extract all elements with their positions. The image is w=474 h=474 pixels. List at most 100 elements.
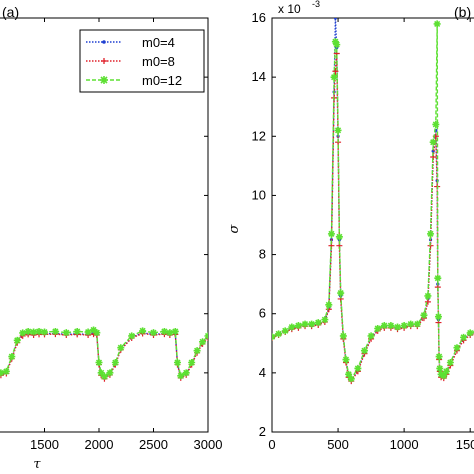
x-tick-label: 1500 — [30, 437, 59, 452]
data-point — [62, 329, 70, 337]
data-point — [97, 369, 105, 377]
data-point — [335, 233, 343, 241]
legend-label: m0=12 — [142, 73, 182, 88]
data-point — [437, 370, 445, 378]
data-point — [354, 364, 362, 372]
legend-box — [79, 29, 205, 93]
data-point — [188, 359, 196, 367]
data-point — [466, 329, 474, 337]
data-point — [331, 38, 339, 46]
data-point — [150, 329, 157, 337]
y-tick-label: 2 — [259, 424, 266, 439]
data-point — [460, 333, 468, 341]
y-tick-label: 10 — [252, 187, 266, 202]
data-point — [327, 230, 335, 238]
data-point — [330, 73, 338, 81]
legend-marker — [101, 58, 107, 64]
panel-label: (a) — [2, 4, 19, 20]
data-point — [427, 230, 435, 238]
series-line — [272, 53, 474, 383]
data-point — [95, 359, 103, 367]
data-point — [166, 329, 174, 337]
data-point — [446, 359, 454, 367]
x-tick-label: 3000 — [194, 437, 223, 452]
series-m0=12 — [272, 20, 474, 383]
data-point — [374, 325, 382, 332]
data-point — [434, 274, 442, 282]
data-point — [321, 316, 329, 324]
data-point — [367, 332, 375, 340]
data-point — [413, 320, 421, 328]
data-point — [436, 364, 444, 372]
data-point — [117, 344, 125, 352]
series-m0=4 — [0, 331, 208, 380]
data-point — [294, 322, 302, 330]
data-point — [380, 322, 388, 330]
data-point — [325, 301, 333, 309]
data-point — [272, 333, 276, 341]
y-tick-label: 12 — [252, 128, 266, 143]
series-m0=12 — [0, 326, 208, 380]
data-point — [347, 375, 355, 383]
data-point — [73, 327, 81, 335]
legend-item: m0=4 — [86, 35, 175, 50]
data-point — [199, 338, 207, 346]
data-point — [8, 353, 16, 361]
y-axis-label: σ — [227, 223, 242, 233]
data-point — [128, 332, 136, 340]
data-point — [424, 292, 432, 300]
data-point — [139, 327, 147, 335]
data-point — [173, 359, 181, 367]
axis-multiplier-exponent: -3 — [312, 0, 320, 9]
data-point — [193, 347, 201, 355]
data-point — [420, 311, 428, 319]
data-point — [171, 327, 179, 335]
data-point — [424, 298, 431, 305]
legend-marker — [100, 76, 108, 84]
data-point — [100, 372, 108, 380]
plot-frame — [271, 17, 474, 433]
data-point — [435, 353, 443, 361]
legend-label: m0=4 — [142, 35, 175, 50]
data-point — [182, 369, 190, 377]
data-point — [333, 18, 338, 20]
data-point — [308, 320, 316, 328]
legend-item: m0=8 — [86, 54, 175, 69]
data-point — [41, 328, 48, 336]
data-point — [429, 138, 437, 146]
x-tick-label: 1000 — [390, 437, 419, 452]
data-point — [407, 320, 415, 328]
panel-label: (b) — [454, 4, 471, 20]
data-point — [35, 327, 43, 335]
data-point — [288, 323, 296, 331]
axis-multiplier: x 10 — [278, 2, 301, 16]
x-axis-label: τ — [33, 457, 41, 472]
data-point — [334, 126, 342, 134]
panel-a: m0=4 m0=8 m0=12 — [0, 17, 209, 433]
data-point — [434, 313, 442, 321]
data-point — [30, 328, 38, 336]
data-point — [0, 369, 5, 377]
data-point — [345, 370, 353, 378]
y-tick-label: 14 — [252, 69, 266, 84]
legend: m0=4 m0=8 m0=12 — [79, 29, 205, 93]
data-point — [301, 320, 309, 328]
data-point — [84, 328, 92, 336]
data-point — [333, 41, 341, 49]
data-point — [394, 323, 402, 331]
data-point — [433, 20, 441, 28]
data-point — [90, 326, 98, 334]
x-tick-label: 1500 — [456, 437, 474, 452]
legend-label: m0=8 — [142, 54, 175, 69]
panel-b — [271, 17, 474, 433]
data-point — [387, 322, 395, 330]
data-point — [19, 329, 27, 337]
data-point — [332, 68, 339, 75]
data-point — [204, 332, 208, 340]
data-point — [342, 356, 350, 364]
data-point — [24, 327, 32, 335]
legend-marker — [102, 40, 106, 44]
x-tick-label: 2500 — [139, 437, 168, 452]
data-point — [360, 347, 368, 355]
